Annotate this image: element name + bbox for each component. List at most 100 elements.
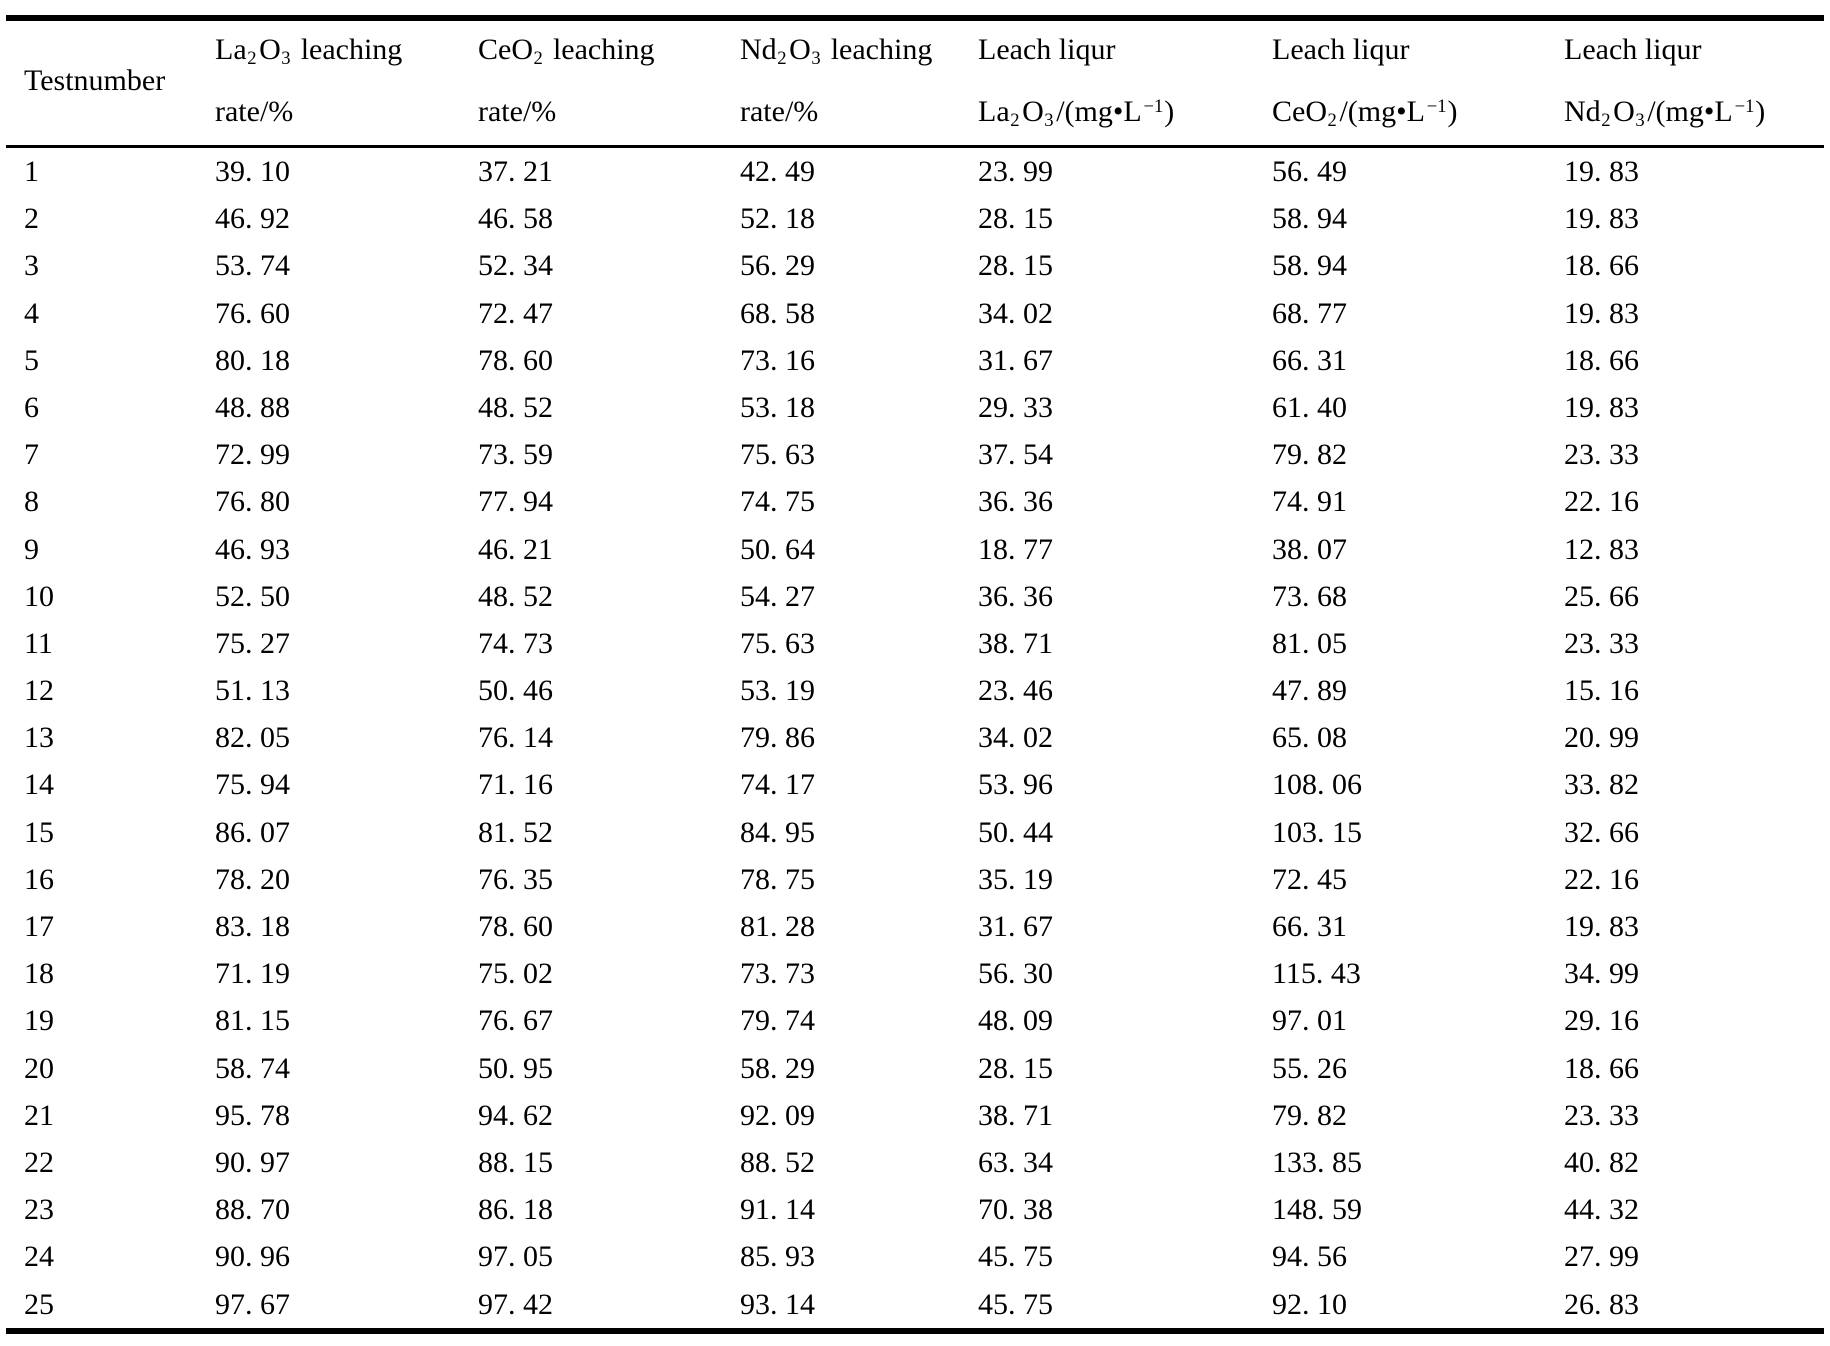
table-cell: 133. 85 [1272, 1145, 1362, 1179]
table-cell: 31. 67 [978, 910, 1053, 943]
table-cell-testnumber: 2 [24, 202, 39, 236]
table-cell: 90. 96 [215, 1240, 290, 1274]
table-bottom-rule [6, 1327, 1824, 1334]
table-cell: 88. 52 [740, 1145, 815, 1179]
table-cell: 52. 34 [478, 249, 553, 283]
table-cell: 48. 88 [215, 390, 290, 424]
table-cell: 38. 07 [1272, 532, 1347, 566]
table-row: 20 58. 74 50. 95 58. 29 28. 15 55. 26 18. 66 [0, 1045, 1830, 1092]
table-cell: 23. 33 [1564, 438, 1639, 472]
table-cell: 53. 18 [740, 390, 815, 424]
table-cell: 37. 21 [478, 155, 553, 188]
table-cell: 23. 46 [978, 674, 1053, 708]
table-cell: 42. 49 [740, 155, 815, 188]
header-line: Testnumber [24, 64, 166, 97]
table-cell-testnumber: 18 [24, 957, 54, 991]
table-cell: 83. 18 [215, 910, 290, 943]
table-cell: 75. 63 [740, 626, 815, 660]
table-row: 16 78. 20 76. 35 78. 75 35. 19 72. 45 22. 16 [0, 856, 1830, 903]
table-cell: 19. 83 [1564, 202, 1639, 236]
table-cell: 66. 31 [1272, 343, 1347, 377]
table-cell: 28. 15 [978, 1051, 1053, 1085]
table-cell: 23. 33 [1564, 1098, 1639, 1132]
table-cell: 19. 83 [1564, 390, 1639, 424]
header-line: rate/% [740, 95, 819, 128]
table-cell-testnumber: 21 [24, 1098, 54, 1132]
table-cell: 63. 34 [978, 1145, 1053, 1179]
table-row: 1 39. 10 37. 21 42. 49 23. 99 56. 49 19. 83 [0, 148, 1830, 195]
table-row: 24 90. 96 97. 05 85. 93 45. 75 94. 56 27. 99 [0, 1233, 1830, 1280]
table-cell: 72. 47 [478, 296, 553, 330]
table-cell: 34. 99 [1564, 957, 1639, 991]
table-cell: 58. 94 [1272, 202, 1347, 236]
table-cell: 18. 66 [1564, 249, 1639, 283]
table-cell: 36. 36 [978, 485, 1053, 519]
table-cell: 33. 82 [1564, 768, 1639, 802]
table-cell: 97. 42 [478, 1287, 553, 1321]
table-cell-testnumber: 9 [24, 532, 39, 566]
table-row: 10 52. 50 48. 52 54. 27 36. 36 73. 68 25. 66 [0, 573, 1830, 620]
table-cell: 55. 26 [1272, 1051, 1347, 1085]
table-cell: 50. 95 [478, 1051, 553, 1085]
table-cell: 65. 08 [1272, 721, 1347, 755]
table-cell: 81. 52 [478, 815, 553, 849]
table-body: 1 39. 10 37. 21 42. 49 23. 99 56. 49 19. 83 2 46… [0, 148, 1830, 1328]
header-line: CeO2/(mg•L−1) [1272, 95, 1458, 132]
table-cell: 56. 30 [978, 957, 1053, 991]
table-cell: 29. 16 [1564, 1004, 1639, 1038]
header-line: CeO2 leaching [478, 33, 655, 70]
table-cell: 75. 94 [215, 768, 290, 802]
table-cell: 37. 54 [978, 438, 1053, 472]
table-cell: 53. 19 [740, 674, 815, 708]
table-cell-testnumber: 12 [24, 674, 54, 708]
table-cell: 71. 16 [478, 768, 553, 802]
table-cell: 46. 93 [215, 532, 290, 566]
table-cell: 19. 83 [1564, 155, 1639, 188]
table-cell: 71. 19 [215, 957, 290, 991]
table-cell: 73. 73 [740, 957, 815, 991]
table-cell: 78. 20 [215, 862, 290, 896]
table-header-rule [6, 145, 1824, 148]
table-cell: 70. 38 [978, 1193, 1053, 1227]
table-cell: 20. 99 [1564, 721, 1639, 755]
header-line: La2O3 leaching [215, 33, 403, 70]
table-cell: 53. 96 [978, 768, 1053, 802]
table-cell: 23. 33 [1564, 626, 1639, 660]
header-leach-liqur-ceo2: Leach liqur CeO2/(mg•L−1) [1272, 21, 1564, 145]
table-cell-testnumber: 5 [24, 343, 39, 377]
table-cell: 39. 10 [215, 155, 290, 188]
table-cell: 80. 18 [215, 343, 290, 377]
table-cell: 15. 16 [1564, 674, 1639, 708]
table-cell-testnumber: 4 [24, 296, 39, 330]
table-cell: 73. 68 [1272, 579, 1347, 613]
table-cell: 92. 10 [1272, 1287, 1347, 1321]
table-row: 18 71. 19 75. 02 73. 73 56. 30 115. 43 34. 99 [0, 950, 1830, 997]
table-cell: 75. 27 [215, 626, 290, 660]
table-cell: 52. 18 [740, 202, 815, 236]
table-cell: 75. 63 [740, 438, 815, 472]
table-cell: 56. 29 [740, 249, 815, 283]
table-cell-testnumber: 14 [24, 768, 54, 802]
table-row: 2 46. 92 46. 58 52. 18 28. 15 58. 94 19. 83 [0, 195, 1830, 242]
table-cell: 18. 66 [1564, 343, 1639, 377]
table-cell-testnumber: 8 [24, 485, 39, 519]
table-cell: 18. 77 [978, 532, 1053, 566]
header-line: Nd2O3/(mg•L−1) [1564, 95, 1766, 132]
header-leach-liqur-la2o3: Leach liqur La2O3/(mg•L−1) [978, 21, 1272, 145]
table-cell: 79. 82 [1272, 1098, 1347, 1132]
table-cell: 76. 67 [478, 1004, 553, 1038]
table-cell: 90. 97 [215, 1145, 290, 1179]
table-cell-testnumber: 17 [24, 910, 54, 943]
table-cell: 48. 52 [478, 579, 553, 613]
table-cell: 31. 67 [978, 343, 1053, 377]
table-cell: 23. 99 [978, 155, 1053, 188]
table-cell: 79. 82 [1272, 438, 1347, 472]
table-cell: 38. 71 [978, 1098, 1053, 1132]
table-cell: 81. 15 [215, 1004, 290, 1038]
table-cell-testnumber: 19 [24, 1004, 54, 1038]
table-top-rule [6, 15, 1824, 21]
table-cell: 45. 75 [978, 1240, 1053, 1274]
table-cell-testnumber: 6 [24, 390, 39, 424]
table-cell: 91. 14 [740, 1193, 815, 1227]
